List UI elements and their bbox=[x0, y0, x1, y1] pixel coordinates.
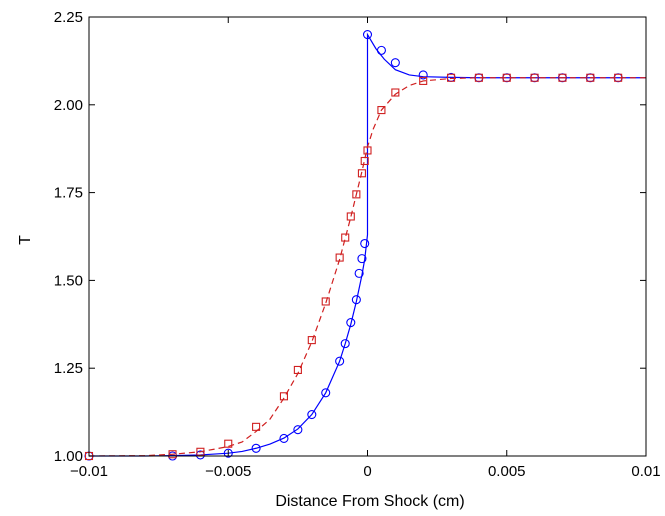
series-2 bbox=[84, 73, 646, 461]
series-1-point bbox=[354, 268, 364, 278]
series-2-point bbox=[307, 336, 316, 345]
series-1-point bbox=[362, 30, 373, 40]
y-tick-label: 2.00 bbox=[54, 97, 83, 114]
series-2-point bbox=[391, 88, 400, 97]
series-2-point bbox=[293, 365, 302, 375]
y-tick-label: 1.50 bbox=[54, 272, 83, 289]
series-2-point bbox=[446, 73, 456, 82]
series-2-point bbox=[614, 73, 623, 82]
series-layer bbox=[84, 30, 646, 461]
series-2-point bbox=[224, 439, 233, 448]
series-2-point bbox=[377, 106, 386, 115]
series-1-point bbox=[346, 317, 356, 328]
series-1-point bbox=[251, 443, 261, 453]
axes-layer: −0.01 −0.005 0 0.005 0.01 1.00 1.25 1.50 1.75 2.0… bbox=[54, 9, 661, 480]
series-2-point bbox=[360, 156, 369, 166]
series-2-point bbox=[530, 73, 539, 82]
series-2-point bbox=[168, 450, 177, 459]
series-1-point bbox=[279, 433, 289, 443]
x-tick-label: 0.01 bbox=[631, 463, 660, 480]
series-2-point bbox=[321, 297, 330, 306]
y-tick-label: 1.00 bbox=[54, 448, 83, 465]
series-2-point bbox=[252, 422, 261, 431]
series-1-point bbox=[293, 425, 303, 435]
series-1-point bbox=[357, 254, 367, 264]
series-1-point bbox=[321, 388, 331, 398]
series-1-point bbox=[376, 45, 386, 55]
series-1-point bbox=[351, 295, 361, 305]
x-tick-label: −0.005 bbox=[205, 463, 251, 480]
series-2-point bbox=[586, 73, 595, 82]
series-2-point bbox=[357, 169, 366, 178]
series-1-point bbox=[223, 448, 233, 458]
y-tick-label: 1.75 bbox=[54, 185, 83, 202]
series-2-point bbox=[419, 76, 428, 85]
series-1-point bbox=[340, 339, 350, 349]
series-1-line bbox=[89, 32, 646, 457]
series-2-point bbox=[363, 146, 372, 155]
x-tick-label: 0 bbox=[363, 463, 371, 480]
series-2-point bbox=[352, 190, 361, 199]
y-tick-label: 2.25 bbox=[54, 9, 83, 26]
x-tick-label: 0.005 bbox=[488, 463, 526, 480]
series-1-point bbox=[418, 70, 428, 80]
series-2-point bbox=[279, 392, 289, 401]
series-2-point bbox=[341, 233, 350, 242]
series-2-point bbox=[335, 253, 344, 262]
series-1-point bbox=[307, 410, 317, 420]
x-tick-label: −0.01 bbox=[70, 463, 108, 480]
x-axis-label: Distance From Shock (cm) bbox=[275, 493, 464, 510]
series-2-point bbox=[196, 447, 205, 456]
series-1-point bbox=[360, 238, 370, 249]
y-axis-label: T bbox=[17, 235, 34, 245]
series-1-point bbox=[335, 356, 345, 366]
series-2-point bbox=[474, 73, 483, 82]
series-2-point bbox=[558, 73, 567, 82]
series-1-point bbox=[390, 58, 400, 68]
series-2-point bbox=[502, 73, 511, 82]
series-2-point bbox=[346, 212, 355, 221]
y-tick-label: 1.25 bbox=[54, 360, 83, 377]
